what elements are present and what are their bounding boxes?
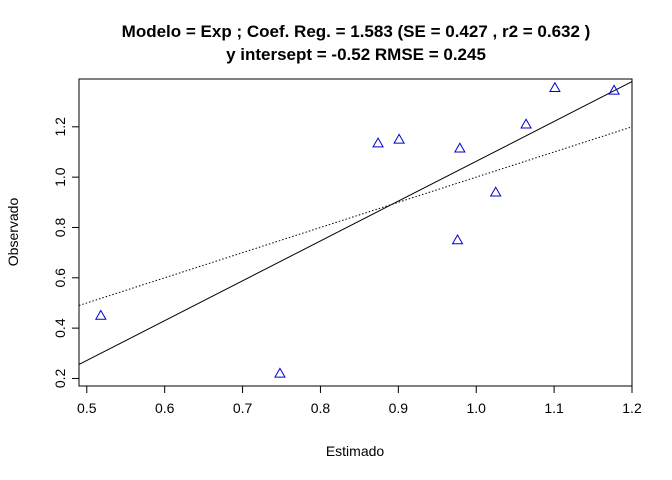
y-axis: 0.2 0.4 0.6 0.8 1.0 1.2 xyxy=(52,117,80,389)
x-tick-label: 1.2 xyxy=(622,400,642,416)
data-point xyxy=(608,84,620,95)
data-point xyxy=(393,133,405,144)
data-point xyxy=(372,137,384,148)
y-tick-label: 0.8 xyxy=(52,218,68,238)
y-tick-label: 0.6 xyxy=(52,268,68,288)
x-tick-label: 0.7 xyxy=(233,400,253,416)
regression-lines xyxy=(78,81,633,365)
data-point xyxy=(520,118,532,129)
x-tick-label: 0.8 xyxy=(311,400,331,416)
solid-line xyxy=(78,81,633,365)
x-tick-label: 0.6 xyxy=(155,400,175,416)
chart-title-line-2: y intersept = -0.52 RMSE = 0.245 xyxy=(226,45,486,64)
x-tick-label: 0.9 xyxy=(389,400,409,416)
data-point xyxy=(489,186,502,197)
y-axis-label: Observado xyxy=(5,198,21,267)
chart-title-line-1: Modelo = Exp ; Coef. Reg. = 1.583 (SE = … xyxy=(122,22,591,41)
x-axis-label: Estimado xyxy=(326,443,385,459)
data-point xyxy=(451,234,464,245)
data-point xyxy=(454,142,466,153)
data-point xyxy=(549,81,561,93)
data-point xyxy=(94,309,107,320)
y-tick-label: 0.2 xyxy=(52,369,68,389)
data-points xyxy=(94,81,620,378)
plot-box xyxy=(78,78,633,387)
x-tick-label: 0.5 xyxy=(77,400,97,416)
x-tick-label: 1.1 xyxy=(544,400,564,416)
x-tick-label: 1.0 xyxy=(466,400,486,416)
y-tick-label: 0.4 xyxy=(52,318,68,338)
dotted-line xyxy=(78,126,633,306)
x-axis: 0.5 0.6 0.7 0.8 0.9 1.0 1.1 1.2 xyxy=(77,385,642,416)
data-point xyxy=(274,367,286,378)
y-tick-label: 1.2 xyxy=(52,117,68,137)
y-tick-label: 1.0 xyxy=(52,167,68,187)
